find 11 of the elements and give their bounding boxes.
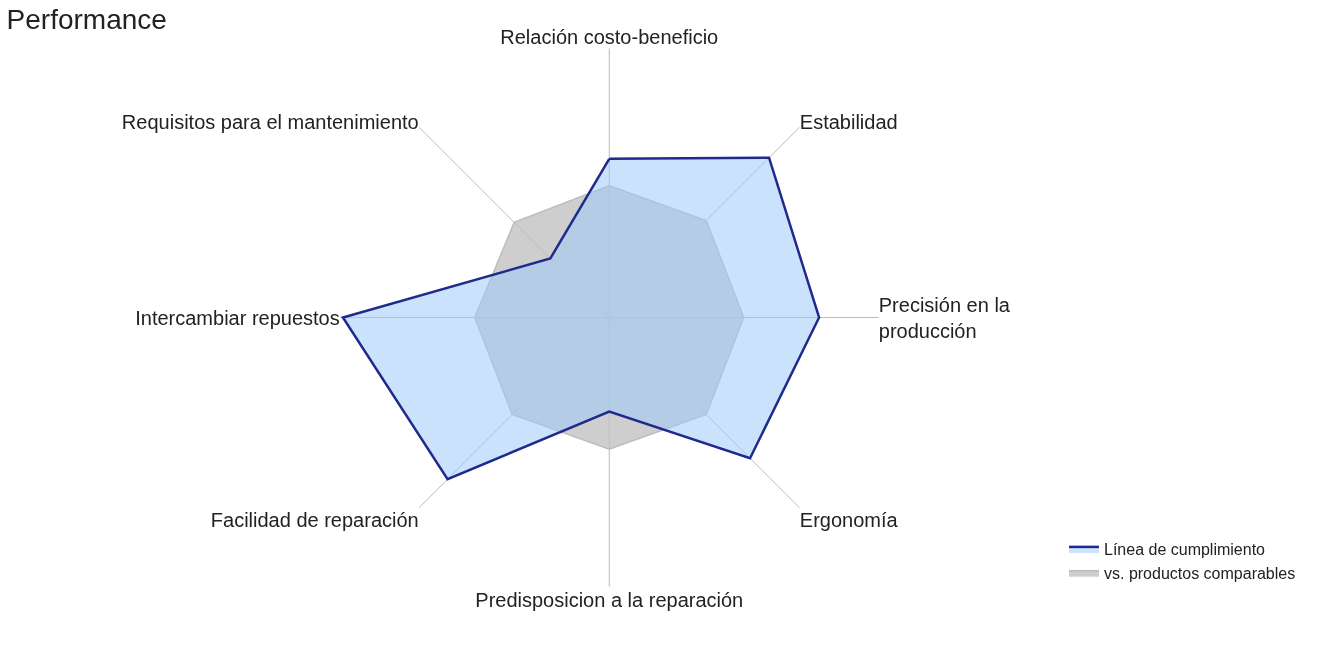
spoke-label: Precisión en la producción — [878, 293, 1011, 342]
spoke-label: Ergonomía — [799, 509, 899, 532]
spoke-label: Requisitos para el mantenimiento — [121, 111, 419, 134]
legend-label: vs. productos comparables — [1104, 564, 1296, 582]
spoke-label: Facilidad de reparación — [210, 509, 419, 532]
spoke-label: Estabilidad — [799, 111, 898, 134]
spoke-label: Relación costo-beneficio — [500, 25, 719, 48]
spoke-label: Predisposicion a la reparación — [475, 589, 744, 612]
legend-label: Línea de cumplimiento — [1104, 541, 1266, 559]
chart-title: Performance — [6, 4, 167, 36]
spoke-label: Intercambiar repuestos — [135, 306, 340, 329]
